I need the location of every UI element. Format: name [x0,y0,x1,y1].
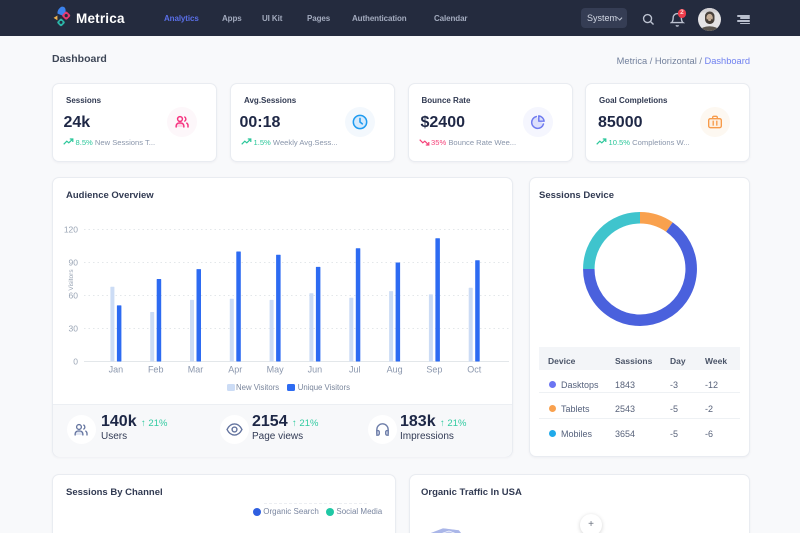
svg-text:120: 120 [64,225,78,235]
svg-text:Sep: Sep [426,365,442,375]
svg-text:Visitors: Visitors [68,269,75,291]
svg-text:Feb: Feb [148,365,164,375]
svg-text:60: 60 [69,291,79,301]
svg-text:Aug: Aug [387,365,403,375]
svg-text:30: 30 [69,324,79,334]
svg-text:Jul: Jul [349,365,361,375]
svg-text:Jun: Jun [308,365,323,375]
svg-text:May: May [267,365,285,375]
svg-text:Apr: Apr [228,365,242,375]
svg-text:Mar: Mar [188,365,204,375]
svg-text:90: 90 [69,258,79,268]
svg-text:0: 0 [73,357,78,367]
svg-text:Oct: Oct [467,365,482,375]
svg-text:Jan: Jan [109,365,124,375]
